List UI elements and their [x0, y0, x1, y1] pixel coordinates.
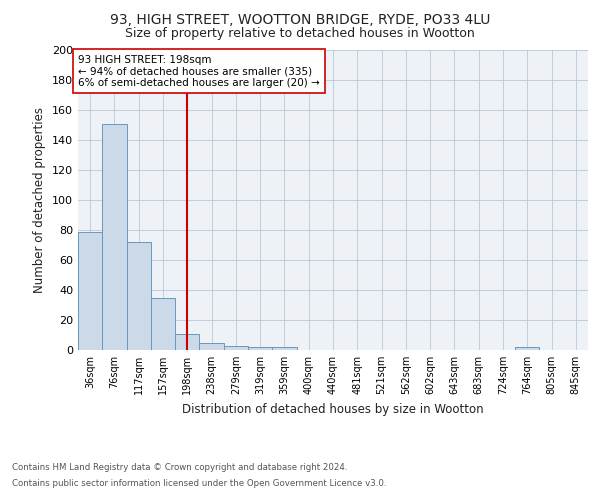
Bar [127, 242, 151, 350]
Text: 93, HIGH STREET, WOOTTON BRIDGE, RYDE, PO33 4LU: 93, HIGH STREET, WOOTTON BRIDGE, RYDE, P… [110, 12, 490, 26]
Bar [272, 347, 296, 350]
Y-axis label: Number of detached properties: Number of detached properties [34, 107, 46, 293]
Text: Contains public sector information licensed under the Open Government Licence v3: Contains public sector information licen… [12, 478, 386, 488]
Bar [224, 346, 248, 350]
Text: 93 HIGH STREET: 198sqm
← 94% of detached houses are smaller (335)
6% of semi-det: 93 HIGH STREET: 198sqm ← 94% of detached… [78, 54, 320, 88]
Bar [78, 232, 102, 350]
Text: Distribution of detached houses by size in Wootton: Distribution of detached houses by size … [182, 402, 484, 415]
Text: Contains HM Land Registry data © Crown copyright and database right 2024.: Contains HM Land Registry data © Crown c… [12, 462, 347, 471]
Bar [151, 298, 175, 350]
Bar [175, 334, 199, 350]
Bar [102, 124, 127, 350]
Text: Size of property relative to detached houses in Wootton: Size of property relative to detached ho… [125, 28, 475, 40]
Bar [248, 347, 272, 350]
Bar [515, 347, 539, 350]
Bar [199, 342, 224, 350]
